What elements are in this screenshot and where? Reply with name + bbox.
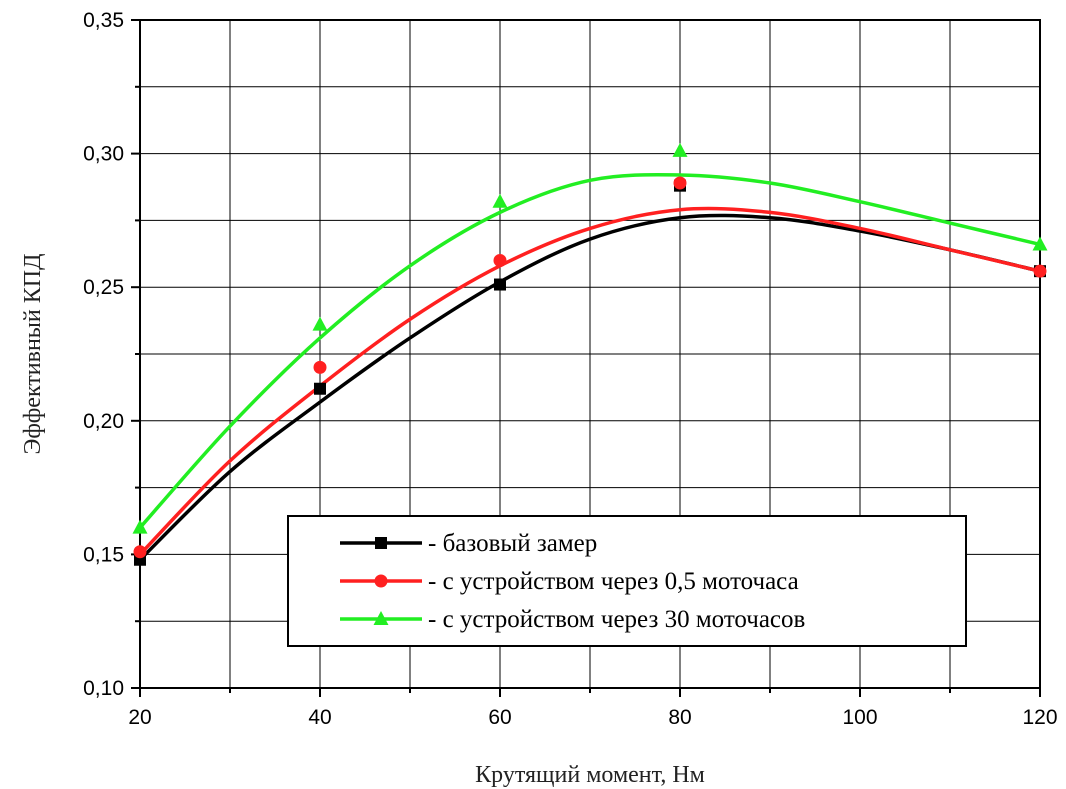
data-point-series-3 <box>312 316 328 331</box>
legend-label-2: - с устройством через 0,5 моточаса <box>428 568 799 595</box>
y-axis-title: Эффективный КПД <box>20 254 46 455</box>
x-tick-labels: 20 40 60 80 100 120 <box>128 706 1057 729</box>
data-point-series-2 <box>493 253 507 267</box>
y-tick-label: 0,30 <box>83 143 124 166</box>
y-tick-label: 0,25 <box>83 276 124 299</box>
legend: - базовый замер - с устройством через 0,5… <box>287 515 967 647</box>
x-tick-label: 40 <box>308 706 331 729</box>
data-point-series-3 <box>672 142 688 157</box>
x-tick-label: 120 <box>1022 706 1057 729</box>
x-tick-label: 20 <box>128 706 151 729</box>
data-point-series-2 <box>133 545 147 559</box>
x-tick-label: 80 <box>668 706 691 729</box>
y-tick-label: 0,35 <box>83 9 124 32</box>
legend-marker-2 <box>374 574 388 588</box>
data-point-series-2 <box>313 360 327 374</box>
x-tick-label: 100 <box>842 706 877 729</box>
data-point-series-1 <box>314 382 326 395</box>
series-curves <box>138 173 1042 562</box>
y-tick-label: 0,10 <box>83 677 124 700</box>
y-tick-labels: 0,10 0,15 0,20 0,25 0,30 0,35 <box>83 9 124 700</box>
series-line-3 <box>138 173 1042 530</box>
legend-items: - базовый замер - с устройством через 0,5… <box>340 530 805 633</box>
data-point-series-3 <box>492 193 508 208</box>
data-point-series-3 <box>1032 236 1048 251</box>
legend-label-1: - базовый замер <box>428 530 597 557</box>
data-point-series-2 <box>1033 264 1047 278</box>
data-point-series-1 <box>494 278 506 291</box>
series-markers <box>132 142 1048 566</box>
series-line-1 <box>138 213 1042 562</box>
y-tick-label: 0,15 <box>83 543 124 566</box>
x-axis-title: Крутящий момент, Нм <box>475 762 705 788</box>
legend-marker-1 <box>375 537 387 549</box>
axis-ticks <box>131 19 1041 697</box>
legend-label-3: - с устройством через 30 моточасов <box>428 606 805 633</box>
data-point-series-2 <box>673 176 687 190</box>
y-tick-label: 0,20 <box>83 410 124 433</box>
x-tick-label: 60 <box>488 706 511 729</box>
series-line-2 <box>138 206 1042 557</box>
legend-marker-3 <box>373 611 389 625</box>
data-point-series-3 <box>132 519 148 534</box>
